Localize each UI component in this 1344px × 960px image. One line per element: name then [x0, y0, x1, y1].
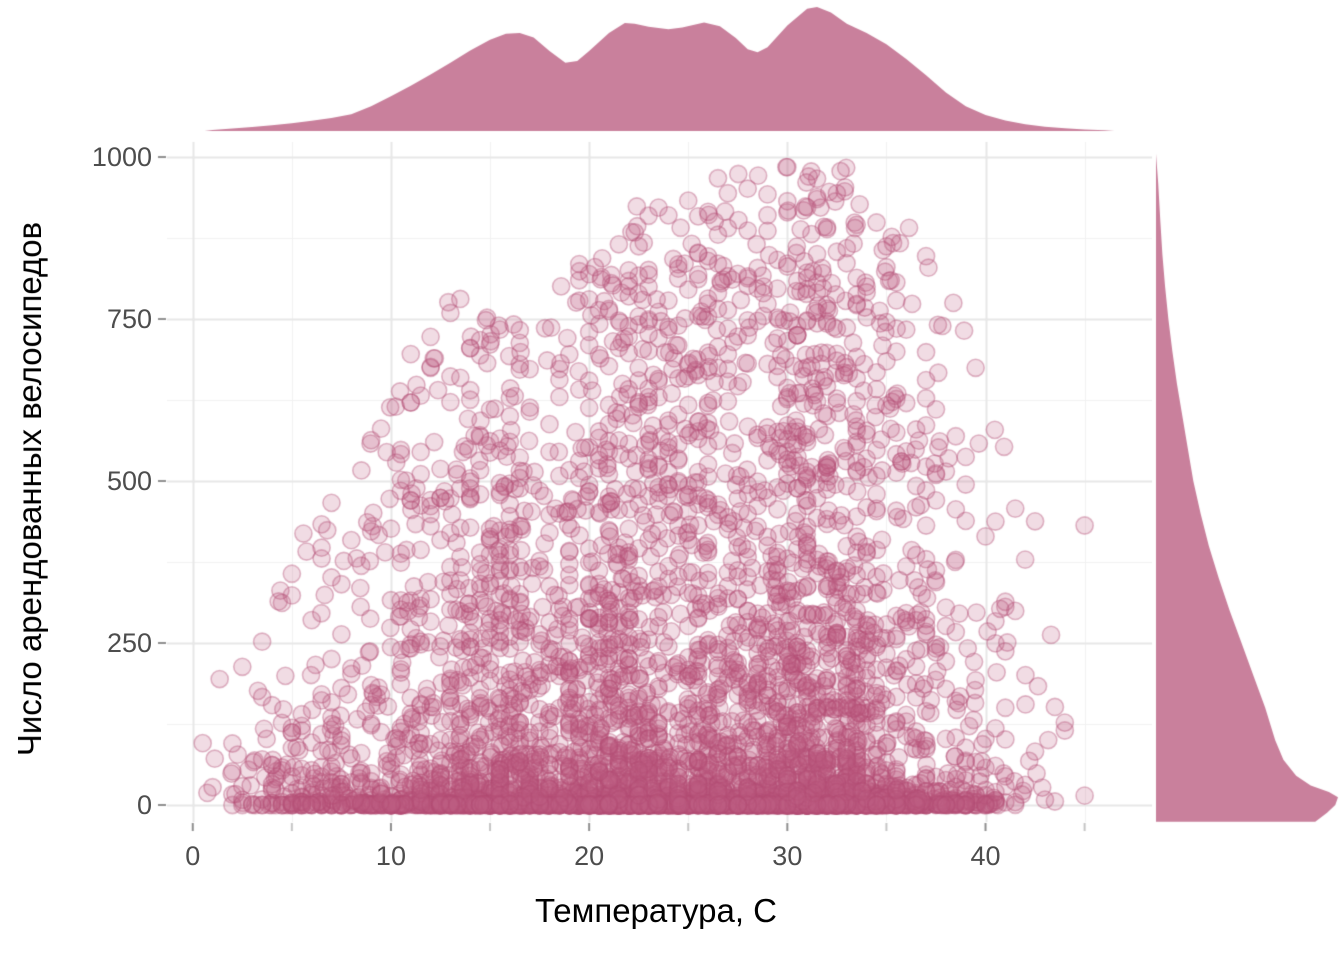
- y-tick-label: 500: [106, 466, 152, 497]
- x-tick-label: 40: [970, 841, 1001, 871]
- y-tick-label: 250: [106, 628, 152, 659]
- y-tick-label: 1000: [91, 142, 152, 173]
- x-tick-label: 0: [185, 841, 201, 871]
- x-tick-label: 30: [772, 841, 803, 871]
- y-tick-label: 750: [106, 304, 152, 335]
- y-tick-label: 0: [136, 790, 152, 821]
- x-tick-label: 20: [574, 841, 605, 871]
- x-axis-title: Температура, C: [534, 892, 778, 929]
- x-tick-label: 10: [375, 841, 406, 871]
